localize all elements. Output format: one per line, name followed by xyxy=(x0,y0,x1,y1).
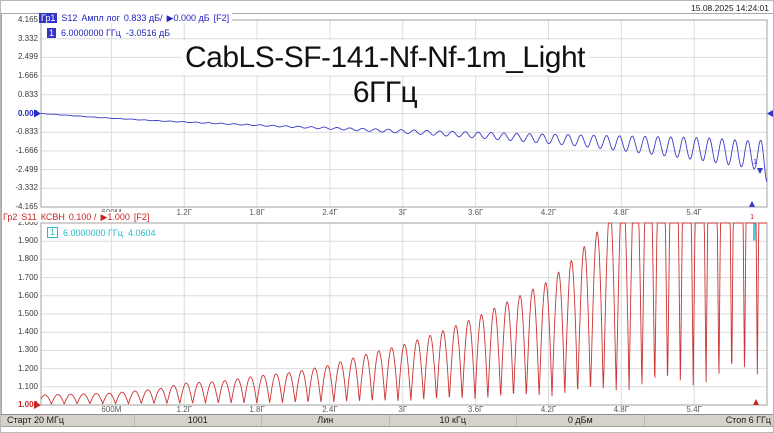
x-axis-label: 4.8Г xyxy=(613,405,630,414)
trace2-label[interactable]: Гр2 xyxy=(3,212,18,222)
status-bar: Старт 20 МГц 1001 Лин 10 кГц 0 дБм Стоп … xyxy=(1,414,774,427)
trace1-format: Ампл лог xyxy=(81,13,120,23)
y-axis-label: 1.500 xyxy=(17,309,38,318)
trace2-format: КСВН xyxy=(40,212,65,222)
y-axis-label: 1.100 xyxy=(17,381,38,391)
trace2-header[interactable]: Гр2 S11 КСВН 0.100 / ▶1.000 [F2] xyxy=(3,212,153,222)
trace1-ref-arrow-left[interactable] xyxy=(34,109,41,118)
y-axis-label: 4.165 xyxy=(17,15,38,24)
x-axis-label: 1.8Г xyxy=(249,405,265,414)
x-axis-label: 4.2Г xyxy=(540,405,557,414)
x-axis-label: 2.4Г xyxy=(322,405,338,414)
status-start-frequency[interactable]: Старт 20 МГц xyxy=(7,415,64,425)
y-axis-label: 1.400 xyxy=(17,327,38,337)
y-axis-label: -1.666 xyxy=(15,145,38,155)
marker1-flag-top-chart[interactable]: 1 xyxy=(753,157,758,166)
trace1-label[interactable]: Гр1 xyxy=(39,13,58,23)
trace2-vswr-line xyxy=(40,222,767,405)
x-axis-label: 4.2Г xyxy=(540,208,557,217)
status-stop-frequency[interactable]: Стоп 6 ГГц xyxy=(643,415,774,426)
status-points-count[interactable]: 1001 xyxy=(133,415,262,426)
y-axis-label: 1.300 xyxy=(17,345,38,355)
trace1-measurement: S12 xyxy=(61,13,78,23)
marker1-value-2: 4.0604 xyxy=(127,227,156,238)
marker1-number-badge: 1 xyxy=(47,28,57,38)
x-axis-label: 5.4Г xyxy=(686,405,702,414)
y-axis-label: 1.666 xyxy=(17,71,38,81)
marker1-flag-bottom-chart[interactable]: 1 xyxy=(750,212,755,221)
y-axis-label: 1.900 xyxy=(17,236,38,246)
marker1-axis-indicator-top[interactable] xyxy=(749,201,755,207)
x-axis-label: 600M xyxy=(101,405,122,414)
status-output-power[interactable]: 0 дБм xyxy=(516,415,644,426)
y-axis-label: 1.200 xyxy=(17,363,38,373)
trace1-scale: 0.833 дБ/ xyxy=(123,13,163,23)
x-axis-label: 1.2Г xyxy=(176,405,192,414)
y-axis-label: 2.499 xyxy=(17,52,38,62)
y-axis-label: -3.332 xyxy=(15,183,38,193)
y-axis-label: 3.332 xyxy=(17,33,38,43)
y-axis-label: 0.000 xyxy=(17,108,38,118)
marker1-axis-indicator-bottom[interactable] xyxy=(753,399,759,405)
marker1-number-badge-2: 1 xyxy=(47,227,59,238)
marker1-position-bar-bottom-chart[interactable] xyxy=(753,223,756,241)
trace2-channel: [F2] xyxy=(133,212,150,222)
x-axis-label: 1.2Г xyxy=(176,208,192,217)
bottom-plot-border xyxy=(40,222,768,406)
x-axis-label: 4.8Г xyxy=(613,208,630,217)
y-axis-label: 1.600 xyxy=(17,290,38,300)
y-axis-label: 2.000 xyxy=(17,218,38,227)
marker1-frequency: 6.0000000 ГГц xyxy=(61,28,121,38)
trace2-ref-arrow-left[interactable] xyxy=(34,401,41,409)
y-axis-label: -0.833 xyxy=(15,127,38,137)
x-axis-label: 2.4Г xyxy=(322,208,338,217)
trace1-s12-line xyxy=(41,112,768,183)
trace1-header[interactable]: Гр1 S12 Ампл лог 0.833 дБ/ ▶0.000 дБ [F2… xyxy=(39,13,233,23)
y-axis-label: -4.165 xyxy=(15,202,38,211)
status-sweep-type[interactable]: Лин xyxy=(261,415,389,426)
x-axis-label: 3.6Г xyxy=(467,208,484,217)
x-axis-label: 1.8Г xyxy=(249,208,265,217)
status-if-bandwidth[interactable]: 10 кГц xyxy=(388,415,517,426)
trace1-channel: [F2] xyxy=(213,13,230,23)
y-axis-label: 1.800 xyxy=(17,254,38,264)
chart-title-overlay: CabLS-SF-141-Nf-Nf-1m_Light 6ГГц xyxy=(181,40,589,109)
trace2-ref-level: ▶1.000 xyxy=(100,212,130,222)
y-axis-label: -2.499 xyxy=(15,164,38,174)
marker1-frequency-2: 6.0000000 ГГц xyxy=(63,227,123,238)
x-axis-label: 5.4Г xyxy=(686,208,702,217)
y-axis-label: 1.000 xyxy=(17,400,38,409)
y-axis-label: 0.833 xyxy=(17,89,38,99)
y-axis-label: 1.700 xyxy=(17,272,38,282)
marker1-value: -3.0516 дБ xyxy=(125,28,171,38)
trace2-measurement: S11 xyxy=(21,212,37,222)
marker1-triangle-top-chart[interactable] xyxy=(757,168,763,174)
x-axis-label: 3.6Г xyxy=(467,405,484,414)
x-axis-label: 3Г xyxy=(398,208,408,217)
trace1-marker-readout[interactable]: 1 6.0000000 ГГц -3.0516 дБ xyxy=(47,28,170,38)
trace2-scale: 0.100 / xyxy=(68,212,97,222)
trace1-ref-arrow-right[interactable] xyxy=(767,110,773,117)
trace2-marker-readout[interactable]: 1 6.0000000 ГГц 4.0604 xyxy=(47,227,156,238)
datetime-display: 15.08.2025 14:24:01 xyxy=(691,3,769,13)
trace1-ref-level: ▶0.000 дБ xyxy=(166,13,210,23)
x-axis-label: 3Г xyxy=(398,405,408,414)
